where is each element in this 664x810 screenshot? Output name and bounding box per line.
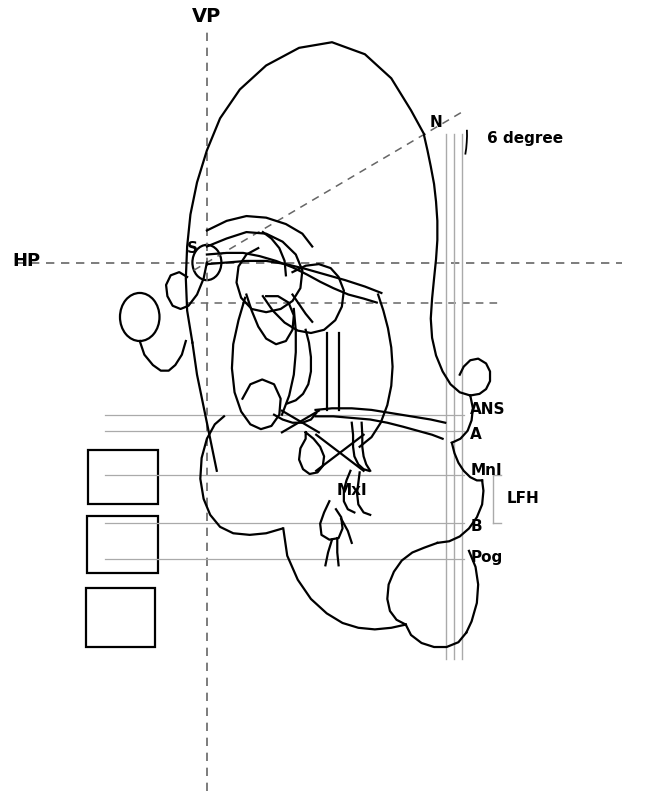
Text: N: N (430, 114, 442, 130)
Bar (86, 588, 155, 647)
Text: LFH: LFH (507, 492, 539, 506)
Text: ANS: ANS (470, 403, 506, 417)
Bar (88, 450, 157, 505)
Text: MxI: MxI (337, 483, 367, 498)
Text: HP: HP (13, 252, 41, 270)
Text: B: B (470, 519, 482, 535)
Text: MnI: MnI (470, 463, 502, 478)
Bar (87, 516, 158, 573)
Text: VP: VP (193, 7, 222, 26)
Text: A: A (470, 427, 482, 442)
Text: Pog: Pog (470, 550, 503, 565)
Text: S: S (187, 241, 198, 256)
Text: 6 degree: 6 degree (487, 131, 563, 146)
